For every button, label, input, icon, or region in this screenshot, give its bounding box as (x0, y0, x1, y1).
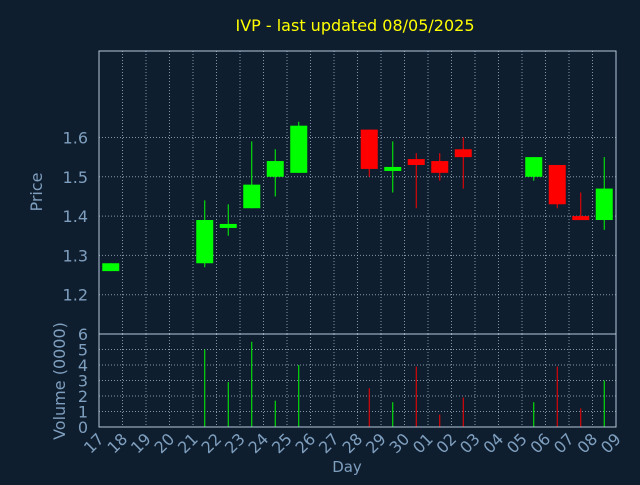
candle-body (572, 216, 590, 221)
candle-body (431, 161, 449, 173)
x-axis-label: Day (332, 458, 362, 476)
candle (384, 141, 402, 193)
volume-y-tick-label: 0 (78, 418, 88, 437)
candle (407, 153, 425, 209)
x-tick-labels: 1718192021222324252627282930010203040506… (80, 429, 625, 457)
candle-body (243, 184, 261, 209)
price-candles (102, 121, 613, 272)
candle-body (196, 220, 214, 264)
candle-body (266, 161, 284, 177)
volume-panel-frame (98, 333, 617, 428)
price-y-tick-label: 1.4 (63, 207, 88, 226)
candle-body (102, 263, 120, 272)
candle (572, 192, 590, 221)
volume-y-axis-label: Volume (0000) (50, 322, 69, 440)
volume-y-tick-label: 3 (78, 372, 88, 391)
price-grid (99, 51, 616, 334)
volume-y-tick-label: 4 (78, 356, 88, 375)
candle-body (290, 125, 308, 173)
candle-body (525, 157, 543, 177)
candle-body (384, 166, 402, 171)
chart-title: IVP - last updated 08/05/2025 (235, 16, 474, 35)
price-y-tick-label: 1.6 (63, 128, 88, 147)
volume-y-tick-label: 5 (78, 341, 88, 360)
volume-y-tick-label: 6 (78, 325, 88, 344)
candle-body (407, 159, 425, 165)
candle-body (219, 223, 237, 228)
candle (196, 200, 214, 268)
candle-body (595, 188, 613, 221)
candle (454, 137, 472, 189)
candle (102, 263, 120, 272)
volume-bars (204, 341, 605, 427)
price-y-tick-label: 1.2 (63, 286, 88, 305)
candle (360, 129, 378, 177)
candle-body (360, 129, 378, 169)
candle (219, 204, 237, 236)
candle (243, 141, 261, 209)
candle (266, 149, 284, 197)
price-y-axis-label: Price (27, 172, 46, 211)
volume-y-tick-label: 1 (78, 403, 88, 422)
candle-body (454, 149, 472, 158)
candle (290, 121, 308, 173)
price-y-tick-label: 1.3 (63, 246, 88, 265)
candle (431, 153, 449, 181)
volume-grid (99, 334, 616, 427)
price-y-tick-labels: 1.2 1.3 1.4 1.5 1.6 (63, 128, 88, 304)
candle (548, 164, 566, 209)
candle (525, 157, 543, 181)
candle (595, 157, 613, 230)
candle-body (548, 164, 566, 205)
price-y-tick-label: 1.5 (63, 168, 88, 187)
volume-y-tick-label: 2 (78, 387, 88, 406)
